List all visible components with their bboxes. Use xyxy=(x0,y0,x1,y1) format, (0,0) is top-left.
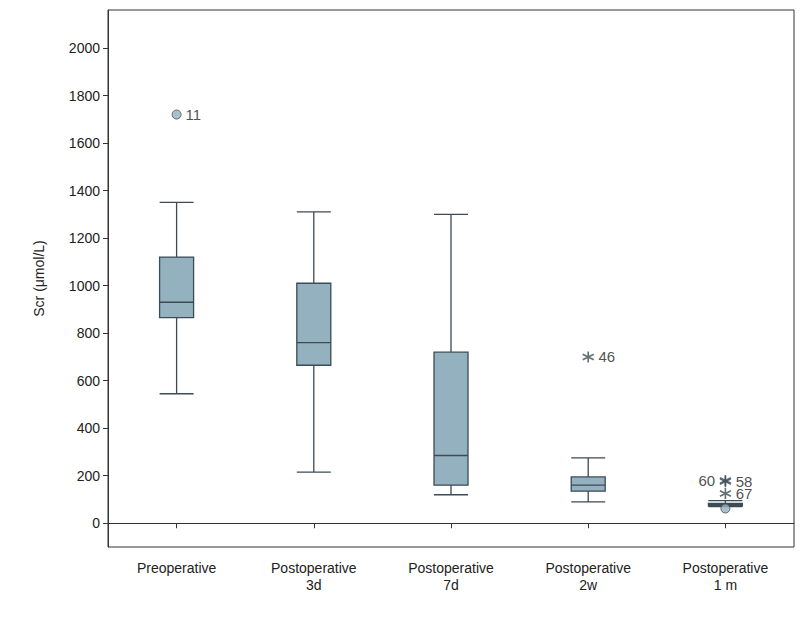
svg-text:2000: 2000 xyxy=(69,40,100,56)
svg-text:67: 67 xyxy=(736,485,753,502)
svg-text:1 m: 1 m xyxy=(714,577,737,593)
svg-text:1200: 1200 xyxy=(69,230,100,246)
svg-text:Postoperative: Postoperative xyxy=(408,560,494,576)
svg-text:Preoperative: Preoperative xyxy=(137,560,217,576)
svg-text:600: 600 xyxy=(77,373,101,389)
svg-text:11: 11 xyxy=(186,106,202,123)
svg-text:7d: 7d xyxy=(443,577,459,593)
svg-text:1800: 1800 xyxy=(69,88,100,104)
svg-text:Postoperative: Postoperative xyxy=(545,560,631,576)
svg-text:2w: 2w xyxy=(579,577,598,593)
svg-text:200: 200 xyxy=(77,468,101,484)
svg-text:1400: 1400 xyxy=(69,183,100,199)
svg-text:46: 46 xyxy=(599,348,616,365)
svg-text:60: 60 xyxy=(698,472,715,489)
svg-text:58: 58 xyxy=(735,473,753,491)
svg-text:400: 400 xyxy=(77,420,101,436)
svg-text:1000: 1000 xyxy=(69,278,100,294)
svg-text:3d: 3d xyxy=(306,577,322,593)
svg-text:Postoperative: Postoperative xyxy=(271,560,357,576)
svg-text:800: 800 xyxy=(77,325,101,341)
svg-text:1600: 1600 xyxy=(69,135,100,151)
svg-text:Scr (μmol/L): Scr (μmol/L) xyxy=(31,240,47,317)
svg-text:0: 0 xyxy=(92,515,100,531)
svg-text:Postoperative: Postoperative xyxy=(683,560,769,576)
